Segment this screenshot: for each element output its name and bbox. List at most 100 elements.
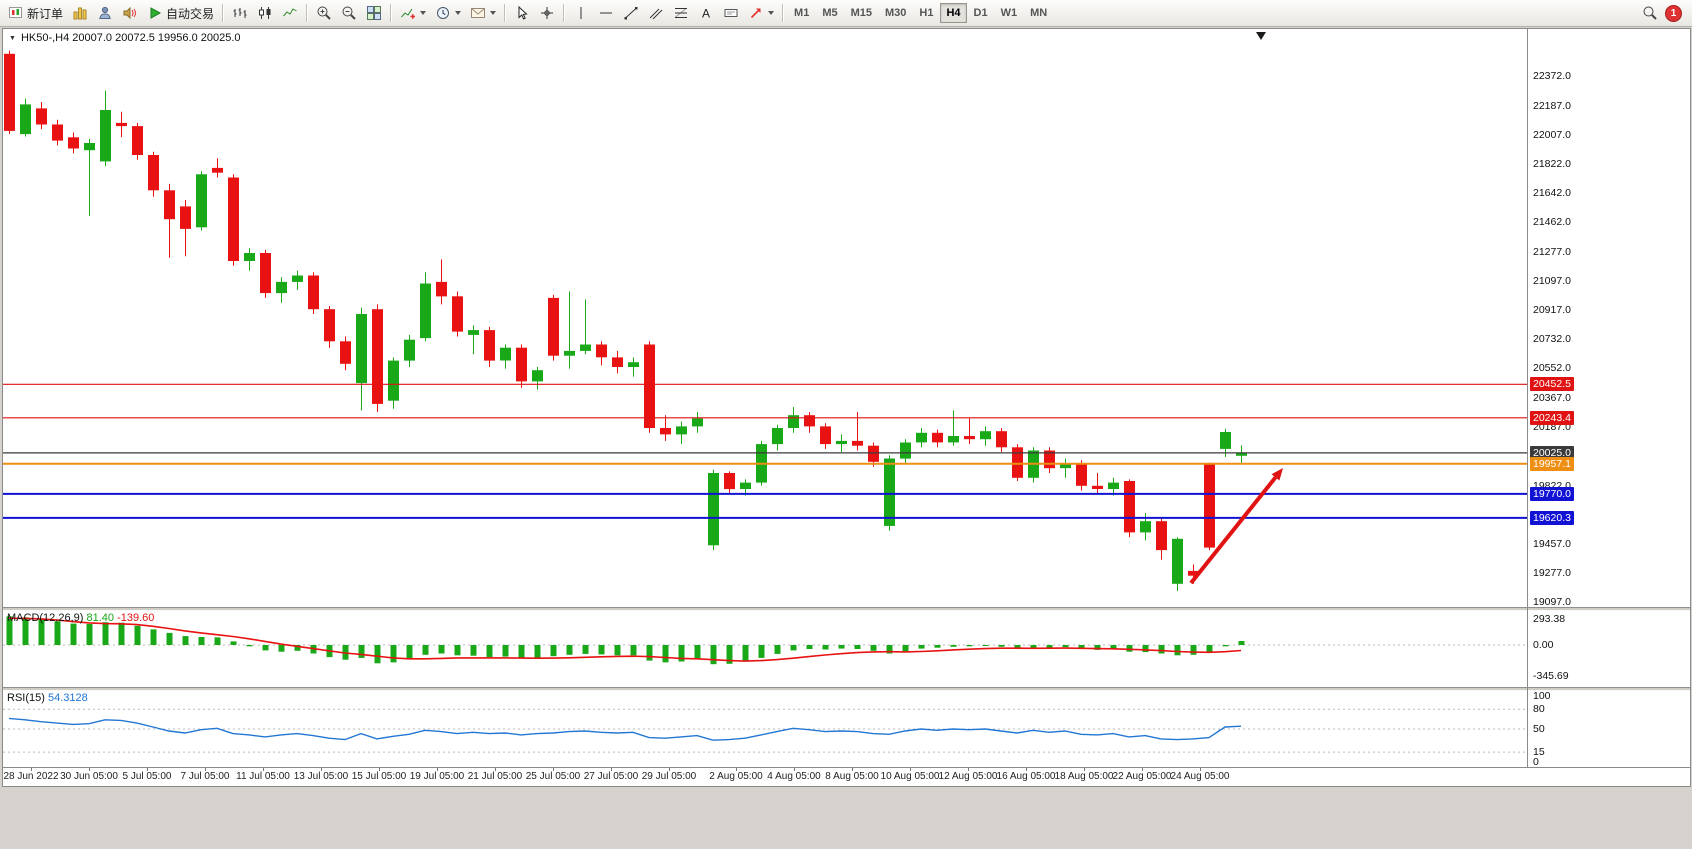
- tf-m5-button[interactable]: M5: [816, 3, 843, 23]
- zoom-out-icon: [341, 5, 357, 21]
- time-axis-label: 7 Jul 05:00: [180, 771, 230, 782]
- price-axis[interactable]: 22372.0 22187.0 22007.0 21822.0 21642.0 21462…: [1528, 29, 1690, 607]
- tf-d1-button[interactable]: D1: [968, 3, 994, 23]
- candlestick-chart-button[interactable]: [253, 2, 277, 24]
- tf-mn-button[interactable]: MN: [1024, 3, 1053, 23]
- label-tool-button[interactable]: [719, 2, 743, 24]
- time-axis-label: 30 Jun 05:00: [60, 771, 118, 782]
- alerts-button[interactable]: [118, 2, 142, 24]
- rsi-pane[interactable]: RSI(15) 54.3128: [3, 691, 1527, 767]
- zoom-out-button[interactable]: [337, 2, 361, 24]
- time-axis-label: 2 Aug 05:00: [709, 771, 763, 782]
- notification-badge[interactable]: 1: [1665, 4, 1682, 22]
- time-axis-tick: [553, 768, 554, 771]
- crosshair-icon: [541, 7, 554, 19]
- template-icon: [470, 5, 486, 21]
- tf-h1-button[interactable]: H1: [913, 3, 939, 23]
- price-badge-19957.1: 19957.1: [1530, 457, 1574, 471]
- trendline-button[interactable]: [619, 2, 643, 24]
- toolbar-separator: [563, 4, 566, 22]
- macd-axis[interactable]: 293.38 0.00 -345.69: [1528, 611, 1690, 687]
- vertical-line-button[interactable]: [569, 2, 593, 24]
- price-badge-19620.3: 19620.3: [1530, 511, 1574, 525]
- charts-button[interactable]: [68, 2, 92, 24]
- fibonacci-button[interactable]: [669, 2, 693, 24]
- line-chart-button[interactable]: [278, 2, 302, 24]
- profile-icon: [97, 5, 113, 21]
- new-order-button[interactable]: 新订单: [4, 2, 67, 24]
- y-axis-tick: 20732.0: [1533, 333, 1571, 345]
- time-axis-label: 27 Jul 05:00: [583, 771, 639, 782]
- time-axis-label: 10 Aug 05:00: [880, 771, 940, 782]
- tile-windows-button[interactable]: [362, 2, 386, 24]
- macd-canvas[interactable]: [3, 611, 1527, 687]
- time-axis-label: 22 Aug 05:00: [1112, 771, 1172, 782]
- main-chart-pane[interactable]: [3, 29, 1527, 607]
- bar-chart-button[interactable]: [228, 2, 252, 24]
- rsi-axis-tick: 15: [1533, 746, 1545, 758]
- rsi-canvas[interactable]: [3, 691, 1527, 767]
- time-axis-tick: [89, 768, 90, 771]
- macd-pane[interactable]: MACD(12,26,9) 81.40 -139.60: [3, 611, 1527, 687]
- rsi-axis-tick: 100: [1533, 691, 1551, 702]
- time-axis-label: 29 Jul 05:00: [641, 771, 697, 782]
- cursor-icon: [514, 5, 530, 21]
- search-button[interactable]: [1638, 2, 1662, 24]
- text-tool-button[interactable]: A: [694, 2, 718, 24]
- time-axis-label: 5 Jul 05:00: [122, 771, 172, 782]
- arrows-tool-button[interactable]: [744, 2, 778, 24]
- arrows-icon: [748, 8, 761, 21]
- y-axis-tick: 21097.0: [1533, 275, 1571, 287]
- trendline-icon: [624, 7, 638, 20]
- tf-m1-button[interactable]: M1: [788, 3, 815, 23]
- price-lines-layer: [3, 383, 1527, 519]
- time-axis[interactable]: 28 Jun 2022 30 Jun 05:00 5 Jul 05:00 7 Jul …: [3, 767, 1690, 786]
- time-axis-label: 28 Jun 2022: [3, 771, 59, 782]
- y-axis-tick: 22187.0: [1533, 100, 1571, 112]
- pane-separator[interactable]: [3, 687, 1690, 691]
- rsi-value: 54.3128: [47, 692, 88, 704]
- time-axis-label: 25 Jul 05:00: [525, 771, 581, 782]
- templates-button[interactable]: [466, 2, 500, 24]
- label-icon: [723, 5, 739, 21]
- time-axis-tick: [437, 768, 438, 771]
- tf-m30-button[interactable]: M30: [879, 3, 912, 23]
- crosshair-button[interactable]: [535, 2, 559, 24]
- candlestick-chart-icon: [257, 5, 271, 21]
- text-icon: A: [702, 7, 710, 21]
- main-toolbar: 新订单 自动交易: [0, 0, 1692, 27]
- time-axis-label: 16 Aug 05:00: [996, 771, 1056, 782]
- autotrading-button[interactable]: 自动交易: [143, 2, 218, 24]
- pane-separator[interactable]: [3, 607, 1690, 611]
- tf-w1-button[interactable]: W1: [995, 3, 1024, 23]
- toolbar-separator: [390, 4, 393, 22]
- price-badge-19770.0: 19770.0: [1530, 487, 1574, 501]
- horizontal-line-button[interactable]: [594, 2, 618, 24]
- macd-label: MACD(12,26,9) 81.40 -139.60: [7, 612, 154, 624]
- shift-marker: [1256, 32, 1266, 40]
- periods-button[interactable]: [431, 2, 465, 24]
- tf-h4-button[interactable]: H4: [940, 3, 967, 23]
- rsi-axis[interactable]: 100 80 50 15 0: [1528, 691, 1690, 767]
- clock-icon: [435, 5, 451, 21]
- macd-axis-tick: -345.69: [1533, 670, 1569, 682]
- indicators-button[interactable]: [396, 2, 430, 24]
- cursor-button[interactable]: [510, 2, 534, 24]
- equidistant-channel-button[interactable]: [644, 2, 668, 24]
- time-axis-tick: [968, 768, 969, 771]
- svg-text:A: A: [702, 7, 710, 21]
- macd-name: MACD(12,26,9): [7, 612, 84, 624]
- chevron-down-icon: [490, 11, 497, 15]
- y-axis-tick: 19097.0: [1533, 596, 1571, 607]
- y-axis-tick: 21462.0: [1533, 216, 1571, 228]
- bar-chart-icon: [232, 5, 248, 21]
- time-axis-label: 24 Aug 05:00: [1170, 771, 1230, 782]
- tf-m15-button[interactable]: M15: [845, 3, 878, 23]
- time-axis-tick: [736, 768, 737, 771]
- time-axis-label: 19 Jul 05:00: [409, 771, 465, 782]
- zoom-in-button[interactable]: [312, 2, 336, 24]
- main-chart-canvas[interactable]: [3, 29, 1527, 607]
- profile-button[interactable]: [93, 2, 117, 24]
- macd-signal-line: [8, 617, 1242, 662]
- price-badge-20452.5: 20452.5: [1530, 377, 1574, 391]
